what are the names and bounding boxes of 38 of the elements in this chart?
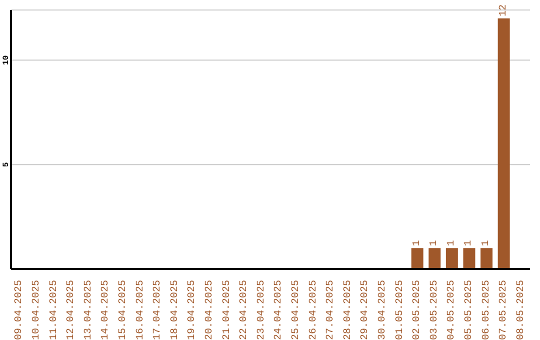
y-tick-label: 5 (2, 162, 11, 167)
x-tick-label: 06.05.2025 (481, 280, 492, 340)
x-tick-label: 07.05.2025 (498, 280, 510, 340)
x-tick-label: 30.04.2025 (377, 280, 388, 340)
x-tick-label: 22.04.2025 (239, 280, 250, 340)
x-tick-label: 25.04.2025 (290, 280, 302, 340)
x-tick-label: 11.04.2025 (48, 280, 60, 340)
data-label: 1 (481, 240, 492, 246)
x-tick-label: 12.04.2025 (66, 280, 78, 340)
x-tick-label: 24.04.2025 (274, 280, 285, 340)
x-tick-label: 19.04.2025 (187, 280, 198, 340)
x-tick-label: 29.04.2025 (360, 280, 372, 340)
x-tick-label: 05.05.2025 (464, 280, 475, 340)
x-tick-label: 09.04.2025 (14, 280, 26, 340)
x-tick-label: 20.04.2025 (204, 280, 216, 340)
x-tick-label: 10.04.2025 (31, 280, 42, 340)
x-tick-label: 02.05.2025 (412, 280, 424, 340)
x-tick-label: 18.04.2025 (170, 280, 181, 340)
x-tick-label: 21.04.2025 (222, 280, 233, 340)
data-label: 1 (412, 240, 423, 246)
x-tick-label: 01.05.2025 (394, 280, 406, 340)
x-tick-label: 15.04.2025 (118, 280, 129, 340)
x-tick-label: 23.04.2025 (256, 280, 268, 340)
data-label: 1 (429, 240, 440, 246)
x-tick-label: 27.04.2025 (326, 280, 337, 340)
data-label: 1 (446, 240, 458, 246)
x-tick-label: 28.04.2025 (342, 280, 354, 340)
x-tick-label: 26.04.2025 (308, 280, 320, 340)
x-tick-label: 17.04.2025 (152, 280, 164, 340)
x-tick-label: 04.05.2025 (446, 280, 458, 340)
x-tick-label: 14.04.2025 (100, 280, 112, 340)
x-tick-label: 13.04.2025 (83, 280, 94, 340)
x-tick-label: 03.05.2025 (429, 280, 440, 340)
x-tick-label: 16.04.2025 (135, 280, 146, 340)
data-label: 12 (498, 4, 510, 16)
data-label: 1 (464, 240, 475, 246)
x-tick-label: 08.05.2025 (516, 280, 527, 340)
y-tick-label: 10 (2, 55, 11, 65)
